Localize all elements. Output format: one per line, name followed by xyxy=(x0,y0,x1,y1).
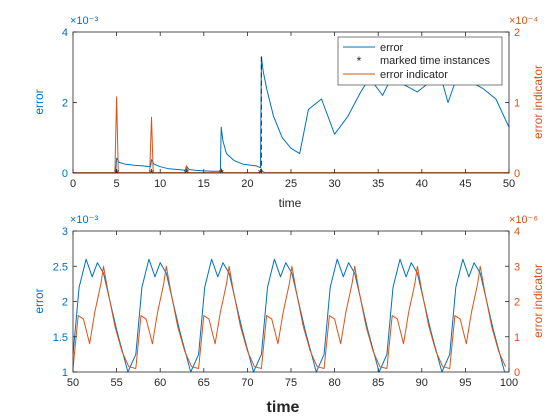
bottom-left-y-tick-label: 1 xyxy=(62,367,68,379)
bottom-left-y-axis-label: error xyxy=(32,288,46,313)
bottom-x-tick-label: 80 xyxy=(328,377,340,389)
legend-label-error-indicator: error indicator xyxy=(380,69,448,81)
top-right-y-tick-label: 2 xyxy=(514,27,520,39)
bottom-right-y-tick-label: 4 xyxy=(514,226,520,238)
top-left-y-axis-label: error xyxy=(32,89,46,114)
top-panel: * * * * * 0 5 10 15 20 25 30 35 40 45 50 0 2 4 0 1 2 ×10⁻³… xyxy=(32,15,545,210)
top-x-tick-label: 0 xyxy=(70,178,76,190)
bottom-right-y-tick-label: 2 xyxy=(514,297,520,309)
marked-time-instance-marker: * xyxy=(219,166,224,181)
top-x-tick-label: 5 xyxy=(114,178,120,190)
top-x-tick-label: 30 xyxy=(328,178,340,190)
top-right-y-axis-label: error indicator xyxy=(531,65,545,139)
top-series-line-error-indicator xyxy=(73,96,509,174)
bottom-x-axis-label: time xyxy=(267,399,300,416)
bottom-series-line-error-indicator xyxy=(72,265,506,369)
bottom-left-y-tick-label: 2.5 xyxy=(53,261,68,273)
marked-time-instance-marker: * xyxy=(149,166,154,181)
bottom-x-tick-label: 90 xyxy=(416,377,428,389)
legend-box xyxy=(337,36,503,86)
bottom-left-y-tick-label: 3 xyxy=(62,226,68,238)
marked-time-instance-marker: * xyxy=(184,166,189,181)
bottom-x-tick-label: 60 xyxy=(154,377,166,389)
bottom-right-y-axis-label: error indicator xyxy=(531,264,545,338)
top-left-exponent: ×10⁻³ xyxy=(70,15,98,27)
bottom-right-y-tick-label: 0 xyxy=(514,367,520,379)
bottom-x-tick-label: 100 xyxy=(500,377,518,389)
asterisk-marker-icon: * xyxy=(357,54,362,68)
bottom-right-y-ticks: 0 1 2 3 4 xyxy=(505,226,520,379)
bottom-left-y-tick-label: 2 xyxy=(62,297,68,309)
top-x-tick-label: 45 xyxy=(459,178,471,190)
bottom-x-tick-label: 85 xyxy=(372,377,384,389)
bottom-right-exponent: ×10⁻⁶ xyxy=(509,214,538,226)
bottom-right-y-tick-label: 1 xyxy=(514,332,520,344)
top-x-tick-label: 10 xyxy=(154,178,166,190)
bottom-x-tick-label: 75 xyxy=(285,377,297,389)
bottom-panel: 50 55 60 65 70 75 80 85 90 95 100 11.522.53 01234 … xyxy=(32,214,545,416)
bottom-x-ticks: 50 55 60 65 70 75 80 85 90 95 100 xyxy=(67,231,518,389)
legend-label-error: error xyxy=(380,42,404,54)
legend-label-marked-time-instances: marked time instances xyxy=(380,55,491,67)
top-left-y-tick-label: 0 xyxy=(62,168,68,180)
bottom-x-tick-label: 70 xyxy=(241,377,253,389)
top-right-exponent: ×10⁻⁴ xyxy=(509,15,538,27)
bottom-x-tick-label: 55 xyxy=(110,377,122,389)
top-x-tick-label: 25 xyxy=(285,178,297,190)
top-right-y-ticks: 0 1 2 xyxy=(505,27,520,180)
bottom-series-group xyxy=(72,258,506,373)
bottom-x-tick-label: 50 xyxy=(67,377,79,389)
bottom-x-tick-label: 95 xyxy=(459,377,471,389)
top-x-tick-label: 20 xyxy=(241,178,253,190)
bottom-left-exponent: ×10⁻³ xyxy=(70,214,98,226)
top-left-y-ticks: 0 2 4 xyxy=(62,27,77,180)
top-x-tick-label: 50 xyxy=(503,178,515,190)
marked-time-instance-marker: * xyxy=(114,166,119,181)
bottom-series-line-error xyxy=(72,258,506,373)
bottom-right-y-tick-label: 3 xyxy=(514,261,520,273)
bottom-axes-box xyxy=(72,230,510,373)
top-x-tick-label: 35 xyxy=(372,178,384,190)
top-x-tick-label: 40 xyxy=(416,178,428,190)
top-x-tick-label: 15 xyxy=(198,178,210,190)
bottom-x-tick-label: 65 xyxy=(198,377,210,389)
top-x-ticks: 0 5 10 15 20 25 30 35 40 45 50 xyxy=(70,32,515,190)
marked-time-instance-marker: * xyxy=(258,166,263,181)
top-left-y-tick-label: 2 xyxy=(62,98,68,110)
top-left-y-tick-label: 4 xyxy=(62,27,68,39)
top-right-y-tick-label: 1 xyxy=(514,98,520,110)
top-series-group: * * * * * xyxy=(73,56,510,181)
bottom-left-y-tick-label: 1.5 xyxy=(53,332,68,344)
top-right-y-tick-label: 0 xyxy=(514,168,520,180)
bottom-left-y-ticks: 1 1.5 2 2.5 3 xyxy=(53,226,77,379)
legend: error * marked time instances error indi… xyxy=(337,36,503,86)
top-x-axis-label: time xyxy=(279,196,302,210)
